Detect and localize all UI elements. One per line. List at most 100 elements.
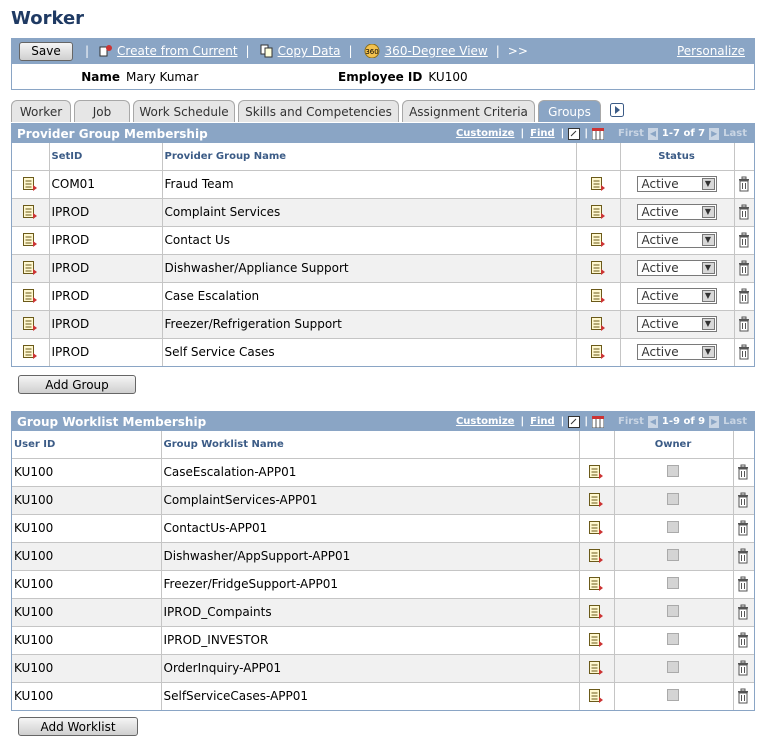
worklist-detail-icon[interactable] <box>588 577 604 591</box>
tab-groups[interactable]: Groups <box>538 100 601 122</box>
worklist-detail-icon[interactable] <box>588 549 604 563</box>
setid-cell: IPROD <box>49 310 163 339</box>
group-detail-icon[interactable] <box>590 345 606 360</box>
owner-checkbox[interactable] <box>667 520 679 533</box>
delete-row-icon[interactable] <box>735 632 751 648</box>
status-select[interactable]: Active ▼ <box>636 344 717 361</box>
delete-row-icon[interactable] <box>735 688 751 704</box>
delete-row-icon[interactable] <box>736 288 752 304</box>
tab-bar: Worker Job Work Schedule Skills and Comp… <box>11 100 624 122</box>
delete-row-icon[interactable] <box>735 604 751 620</box>
worklist-table: User ID Group Worklist Name Owner KU100 C… <box>12 431 754 710</box>
more-link[interactable]: >> <box>507 44 528 58</box>
delete-row-icon[interactable] <box>735 576 751 592</box>
degree-view-link[interactable]: 360-Degree View <box>384 44 488 58</box>
add-group-button[interactable]: Add Group <box>18 375 136 394</box>
personalize-link[interactable]: Personalize <box>676 44 745 58</box>
status-select[interactable]: Active ▼ <box>636 232 717 248</box>
row-detail-icon[interactable] <box>22 289 38 303</box>
group-detail-icon[interactable] <box>590 289 606 303</box>
status-select[interactable]: Active ▼ <box>636 176 717 192</box>
provider-group-name-cell: Case Escalation <box>162 282 577 311</box>
owner-checkbox[interactable] <box>667 464 679 477</box>
owner-checkbox[interactable] <box>667 576 679 589</box>
row-detail-icon[interactable] <box>22 261 38 275</box>
user-id-cell: KU100 <box>12 654 162 683</box>
row-detail-icon[interactable] <box>22 345 38 360</box>
group-detail-icon[interactable] <box>590 233 606 247</box>
worklist-detail-icon[interactable] <box>588 521 604 535</box>
dropdown-arrow-icon: ▼ <box>701 178 715 190</box>
group-detail-icon[interactable] <box>590 205 606 219</box>
tab-worker[interactable]: Worker <box>11 100 71 122</box>
next-arrow-icon[interactable]: ▶ <box>709 415 720 428</box>
worklist-detail-icon[interactable] <box>588 661 604 675</box>
view-all-icon[interactable] <box>568 127 581 140</box>
table-row: IPROD Contact Us Active ▼ <box>12 226 754 255</box>
worklist-detail-icon[interactable] <box>588 605 604 619</box>
tab-assignment-criteria[interactable]: Assignment Criteria <box>402 100 535 122</box>
worklist-find-link[interactable]: Find <box>530 416 555 427</box>
download-icon[interactable] <box>591 127 604 140</box>
row-detail-icon[interactable] <box>22 233 38 247</box>
next-arrow-icon[interactable]: ▶ <box>709 127 720 140</box>
status-value: Active <box>641 261 679 275</box>
worklist-detail-icon[interactable] <box>588 689 604 704</box>
worklist-detail-icon[interactable] <box>588 633 604 647</box>
delete-row-icon[interactable] <box>736 316 752 332</box>
delete-row-icon[interactable] <box>735 660 751 676</box>
tab-job[interactable]: Job <box>74 100 130 122</box>
delete-row-icon[interactable] <box>736 260 752 276</box>
worklist-detail-icon[interactable] <box>588 493 604 507</box>
delete-row-icon[interactable] <box>735 464 751 480</box>
copy-data-link[interactable]: Copy Data <box>277 44 341 58</box>
group-detail-icon[interactable] <box>590 317 606 331</box>
row-detail-icon[interactable] <box>22 317 38 331</box>
user-id-cell: KU100 <box>12 458 162 487</box>
owner-checkbox[interactable] <box>667 548 679 561</box>
tab-scroll-right-icon[interactable] <box>610 103 624 117</box>
status-select[interactable]: Active ▼ <box>636 316 717 332</box>
user-id-cell: KU100 <box>12 542 162 571</box>
group-detail-icon[interactable] <box>590 177 606 191</box>
provider-find-link[interactable]: Find <box>530 128 555 139</box>
delete-row-icon[interactable] <box>735 548 751 564</box>
table-row: IPROD Complaint Services Active ▼ <box>12 198 754 227</box>
row-detail-icon[interactable] <box>22 205 38 219</box>
add-worklist-button[interactable]: Add Worklist <box>18 717 138 736</box>
owner-checkbox[interactable] <box>667 492 679 505</box>
prev-arrow-icon[interactable]: ◀ <box>647 127 658 140</box>
provider-table: SetID Provider Group Name Status COM01 Fr… <box>12 143 754 366</box>
setid-cell: IPROD <box>49 198 163 227</box>
worklist-detail-icon[interactable] <box>588 465 604 479</box>
dropdown-arrow-icon: ▼ <box>701 262 715 274</box>
worker-header: Name Mary Kumar Employee ID KU100 <box>11 64 755 90</box>
group-worklist-name-cell: CaseEscalation-APP01 <box>161 458 580 487</box>
status-select[interactable]: Active ▼ <box>636 204 717 220</box>
prev-arrow-icon[interactable]: ◀ <box>647 415 658 428</box>
status-select[interactable]: Active ▼ <box>636 288 717 304</box>
save-button[interactable]: Save <box>19 41 73 61</box>
create-from-current-link[interactable]: Create from Current <box>117 44 238 58</box>
owner-checkbox[interactable] <box>667 660 679 673</box>
view-all-icon[interactable] <box>568 415 581 428</box>
row-detail-icon[interactable] <box>22 177 38 191</box>
delete-row-icon[interactable] <box>736 204 752 220</box>
owner-checkbox[interactable] <box>667 688 679 701</box>
delete-row-icon[interactable] <box>735 492 751 508</box>
download-icon[interactable] <box>591 415 604 428</box>
setid-cell: IPROD <box>49 282 163 311</box>
table-row: KU100 ComplaintServices-APP01 <box>12 486 754 515</box>
group-detail-icon[interactable] <box>590 261 606 275</box>
status-select[interactable]: Active ▼ <box>636 260 717 276</box>
delete-row-icon[interactable] <box>736 176 752 192</box>
provider-customize-link[interactable]: Customize <box>455 128 515 139</box>
tab-work-schedule[interactable]: Work Schedule <box>133 100 235 122</box>
delete-row-icon[interactable] <box>735 520 751 536</box>
owner-checkbox[interactable] <box>667 632 679 645</box>
tab-skills[interactable]: Skills and Competencies <box>238 100 399 122</box>
owner-checkbox[interactable] <box>667 604 679 617</box>
delete-row-icon[interactable] <box>736 344 752 360</box>
worklist-customize-link[interactable]: Customize <box>455 416 515 427</box>
delete-row-icon[interactable] <box>736 232 752 248</box>
